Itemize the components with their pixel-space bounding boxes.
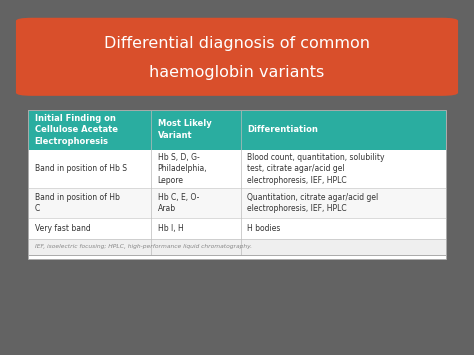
Text: IEF, isoelectric focusing; HPLC, high-performance liquid chromatography.: IEF, isoelectric focusing; HPLC, high-pe… [35,244,252,249]
FancyBboxPatch shape [16,18,458,96]
Text: Differential diagnosis of common: Differential diagnosis of common [104,36,370,51]
Text: haemoglobin variants: haemoglobin variants [149,65,325,80]
Bar [28,187,446,218]
Text: Initial Finding on
Cellulose Acetate
Electrophoresis: Initial Finding on Cellulose Acetate Ele… [35,114,118,146]
Text: H bodies: H bodies [247,224,281,233]
Text: Hb C, E, O-
Arab: Hb C, E, O- Arab [158,193,199,213]
Text: Differentiation: Differentiation [247,125,319,134]
Bar [28,218,446,239]
Text: Band in position of Hb
C: Band in position of Hb C [35,193,119,213]
Text: Most Likely
Variant: Most Likely Variant [158,119,211,140]
Text: Hb S, D, G-
Philadelphia,
Lepore: Hb S, D, G- Philadelphia, Lepore [158,153,207,185]
Bar [28,149,446,187]
Bar [28,110,446,149]
Text: Blood count, quantitation, solubility
test, citrate agar/acid gel
electrophoresi: Blood count, quantitation, solubility te… [247,153,385,185]
Bar [28,239,446,255]
Text: Quantitation, citrate agar/acid gel
electrophoresis, IEF, HPLC: Quantitation, citrate agar/acid gel elec… [247,193,379,213]
Text: Hb I, H: Hb I, H [158,224,183,233]
Text: Band in position of Hb S: Band in position of Hb S [35,164,127,173]
Text: Very fast band: Very fast band [35,224,91,233]
